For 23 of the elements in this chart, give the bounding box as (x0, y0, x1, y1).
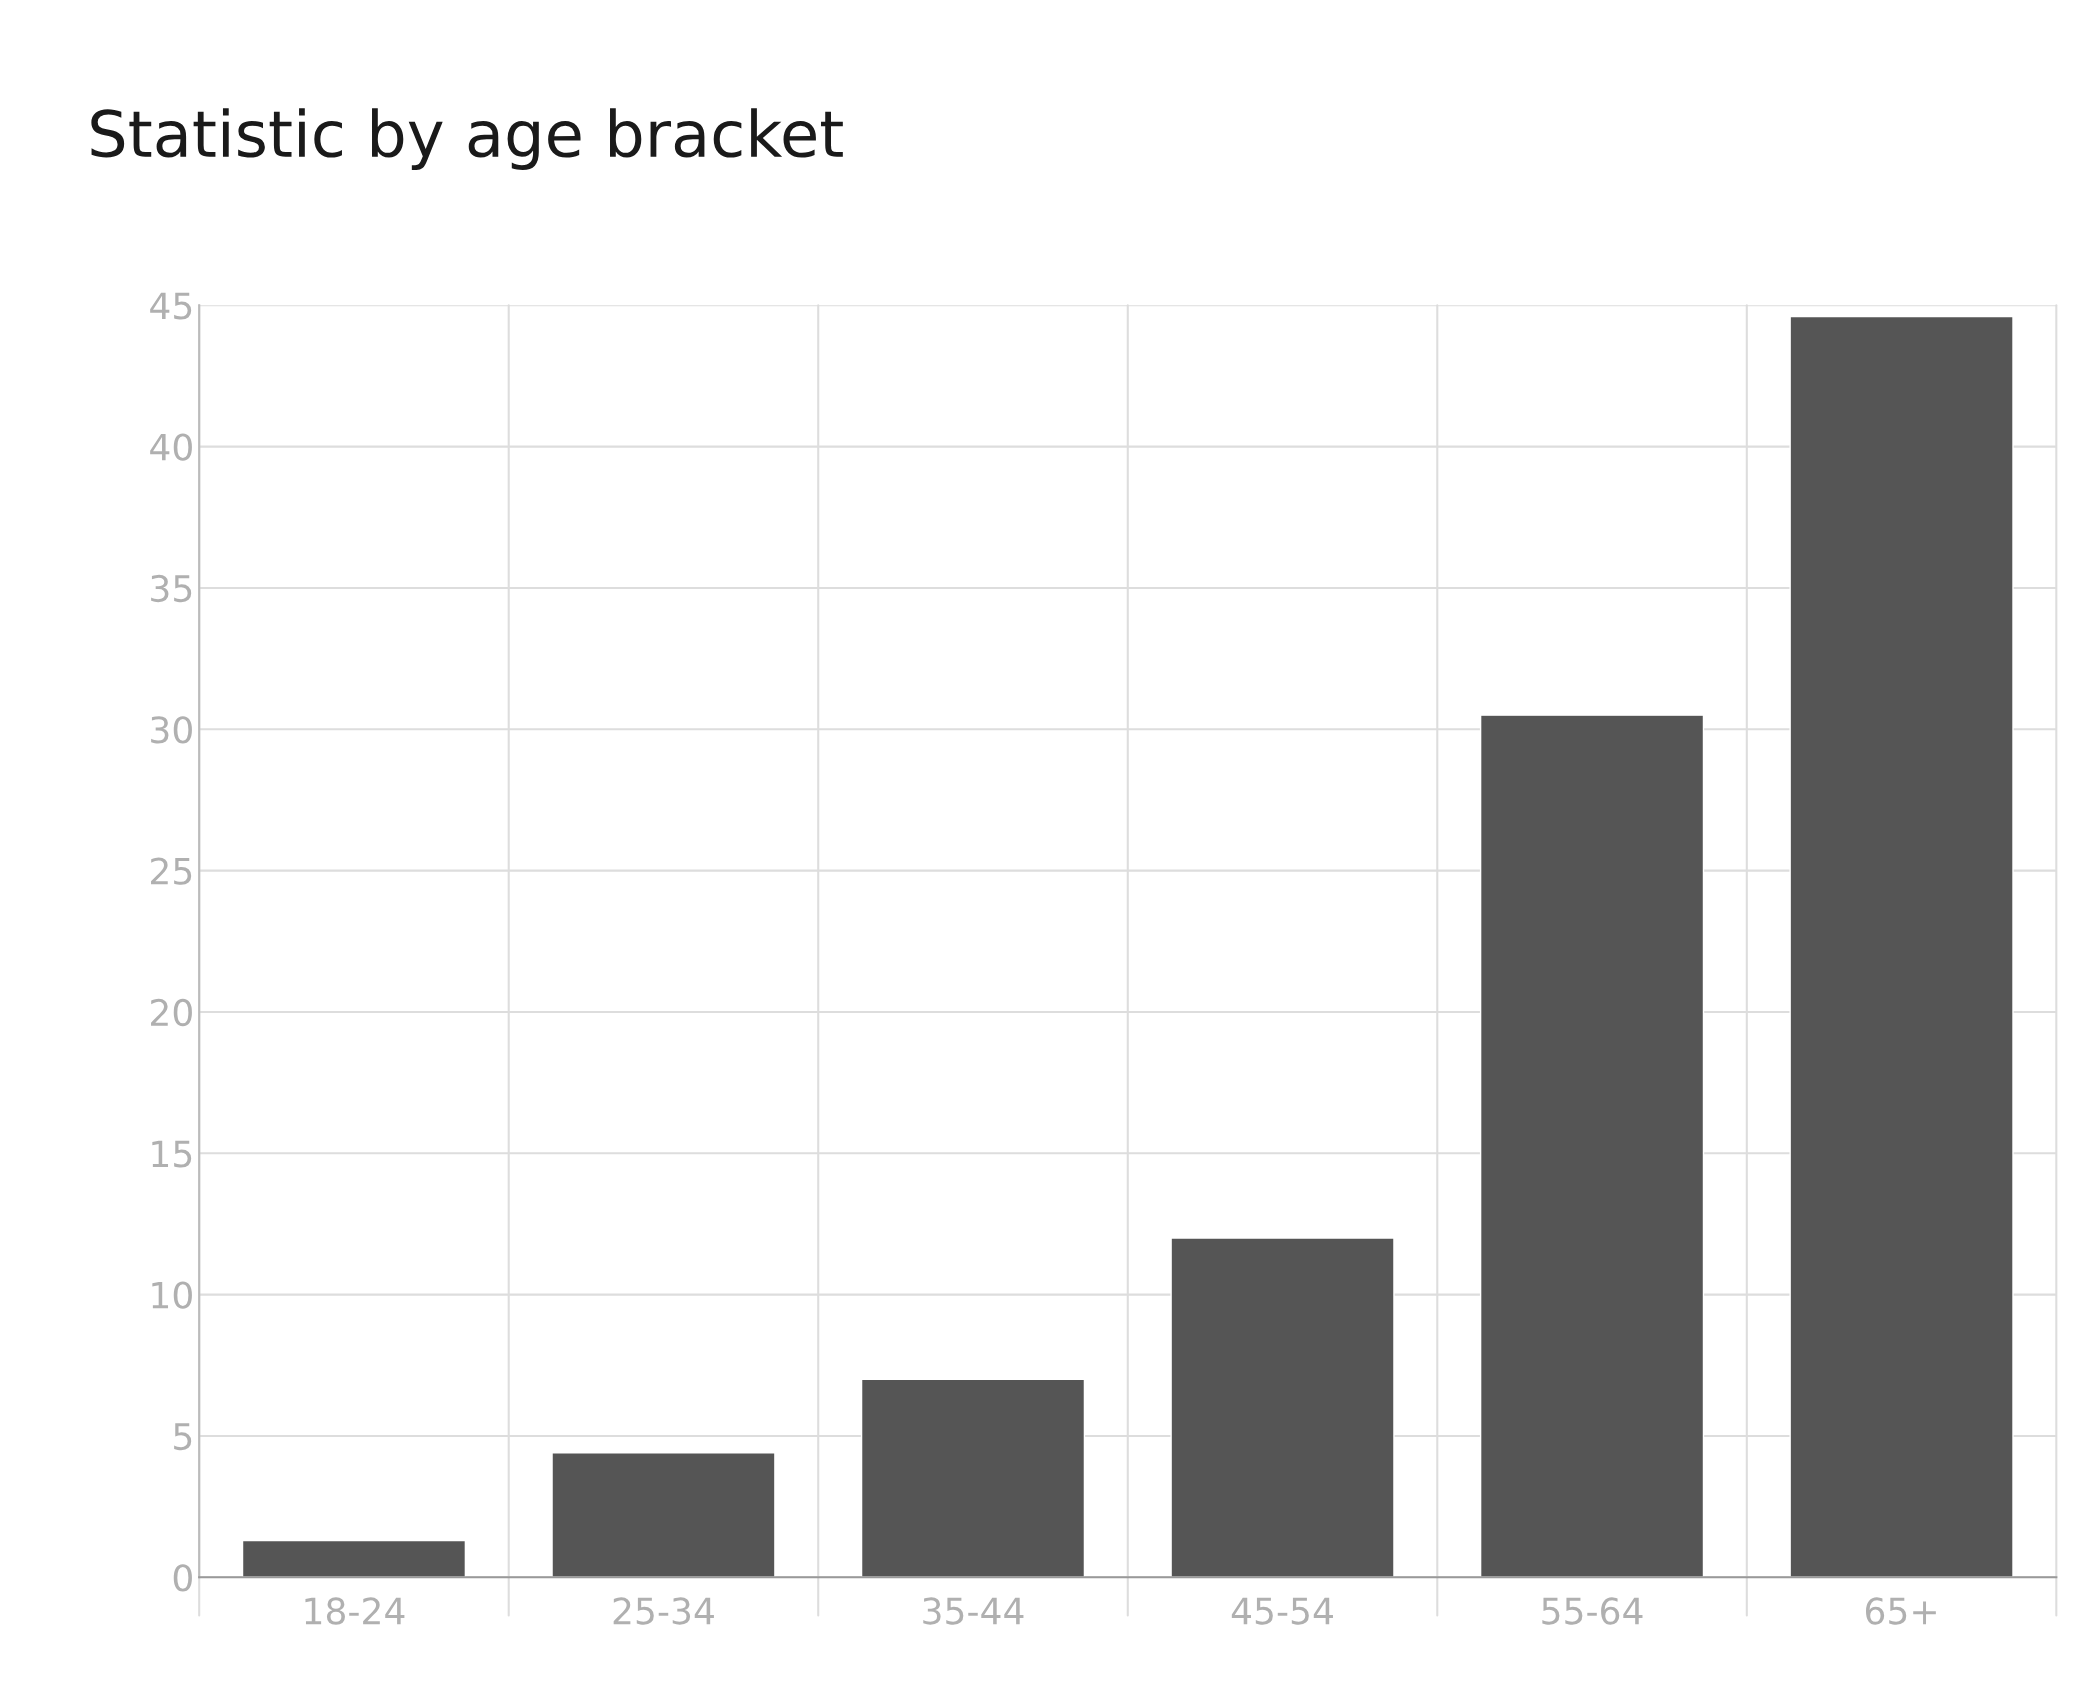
y-tick-label: 45 (150, 292, 192, 320)
x-tick-label: 25-34 (613, 1597, 714, 1625)
y-tick-label: 20 (151, 998, 192, 1027)
bar (1170, 1237, 1395, 1578)
bar (860, 1378, 1086, 1578)
y-tick-label: 25 (151, 857, 192, 885)
x-tick-label: 55-64 (1542, 1597, 1643, 1625)
x-tick-label: 18-24 (305, 1597, 405, 1625)
x-tick-label: 65+ (1865, 1597, 1936, 1625)
y-tick-label: 0 (173, 1564, 192, 1592)
chart-title: Statistic by age bracket (91, 108, 843, 170)
x-tick-label: 35-44 (923, 1597, 1024, 1625)
y-tick-label: 5 (174, 1423, 192, 1451)
y-tick-label: 40 (150, 433, 192, 461)
y-tick-label: 15 (152, 1140, 192, 1168)
bar (241, 1539, 467, 1578)
y-tick-label: 30 (151, 716, 192, 744)
y-tick-label: 35 (151, 574, 192, 603)
bar (551, 1452, 776, 1578)
bar (1789, 315, 2014, 1578)
y-tick-label: 10 (152, 1281, 192, 1309)
x-tick-label: 45-54 (1231, 1597, 1333, 1625)
bar (1479, 714, 1705, 1578)
